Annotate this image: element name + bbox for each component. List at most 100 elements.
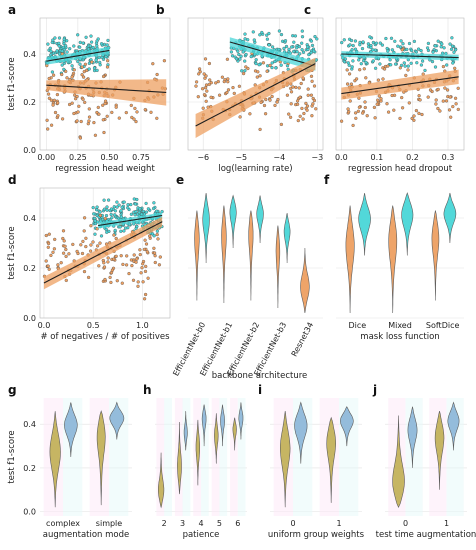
data-point — [398, 66, 402, 70]
data-point — [55, 49, 59, 53]
data-point — [304, 101, 308, 106]
panel-d: 0.0 0.2 0.4 test f1-score 0.0 0.5 1.0 # of nega… — [7, 173, 171, 342]
violin — [64, 402, 78, 458]
data-point — [407, 101, 411, 105]
x-tick-label: Mixed — [388, 321, 412, 330]
data-point — [441, 64, 446, 69]
data-point — [155, 229, 160, 233]
data-point — [268, 98, 272, 102]
panel-label: b — [156, 3, 165, 17]
data-point — [98, 213, 103, 218]
data-point — [444, 99, 449, 103]
data-point — [78, 40, 82, 45]
data-point — [53, 110, 58, 115]
data-point — [436, 87, 440, 92]
category-band — [164, 398, 172, 516]
data-point — [140, 266, 144, 270]
data-point — [70, 64, 74, 68]
data-point — [354, 116, 358, 120]
violin — [431, 210, 440, 301]
data-point — [62, 67, 66, 72]
fit-line — [98, 214, 163, 227]
data-point — [285, 93, 290, 97]
data-point — [103, 216, 107, 221]
data-point — [273, 103, 277, 108]
data-point — [129, 103, 133, 108]
data-point — [423, 68, 427, 73]
panel-label: i — [258, 383, 262, 397]
data-point — [196, 95, 200, 99]
data-point — [103, 101, 107, 106]
data-point — [438, 109, 442, 113]
data-point — [56, 263, 60, 267]
data-point — [279, 63, 283, 67]
data-point — [454, 102, 458, 106]
data-point — [78, 136, 83, 140]
data-point — [202, 72, 206, 76]
data-point — [52, 98, 57, 102]
data-point — [294, 85, 298, 90]
data-point — [120, 281, 124, 285]
plot-frame — [187, 17, 324, 151]
data-point — [47, 232, 51, 236]
data-point — [65, 50, 69, 54]
data-point — [448, 42, 452, 46]
data-point — [89, 243, 93, 247]
violin — [275, 225, 281, 308]
data-point — [138, 248, 142, 252]
data-point — [309, 93, 314, 97]
data-point — [76, 59, 80, 64]
data-point — [119, 229, 123, 233]
data-point — [134, 119, 138, 124]
data-point — [265, 37, 270, 41]
x-axis-label: test time augmentation — [376, 530, 476, 540]
data-point — [145, 250, 149, 254]
data-point — [96, 105, 100, 110]
data-point — [57, 36, 62, 40]
data-point — [415, 61, 419, 65]
x-tick-label: 0.3 — [442, 153, 455, 162]
data-point — [295, 102, 300, 106]
data-point — [86, 122, 90, 126]
x-tick-label: −5 — [235, 153, 247, 162]
data-point — [443, 86, 447, 90]
data-point — [65, 39, 69, 43]
violin — [248, 210, 254, 301]
data-point — [297, 44, 302, 49]
violin — [238, 402, 244, 440]
data-point — [420, 112, 424, 117]
data-point — [72, 44, 76, 48]
data-point — [87, 115, 92, 119]
data-point — [138, 252, 142, 257]
data-point — [349, 38, 354, 43]
data-point — [295, 46, 299, 50]
data-point — [400, 106, 405, 110]
data-point — [143, 238, 147, 242]
x-tick-label: 1.0 — [136, 321, 149, 330]
data-point — [254, 58, 258, 62]
data-point — [350, 65, 354, 69]
panel-label: a — [8, 3, 16, 17]
data-point — [57, 44, 61, 48]
data-point — [106, 38, 110, 43]
data-point — [357, 105, 362, 109]
data-point — [95, 227, 99, 231]
data-point — [102, 207, 107, 211]
data-point — [209, 95, 213, 99]
category-band — [201, 398, 209, 516]
data-point — [44, 259, 48, 263]
data-point — [92, 120, 96, 125]
fit-line — [229, 41, 316, 67]
data-point — [356, 109, 361, 113]
data-point — [144, 264, 148, 269]
data-point — [114, 254, 118, 258]
data-point — [105, 230, 109, 234]
data-point — [300, 41, 304, 45]
data-point — [77, 104, 81, 108]
data-point — [51, 38, 55, 42]
data-point — [376, 98, 380, 102]
data-point — [249, 54, 253, 59]
data-point — [91, 240, 95, 244]
data-point — [441, 99, 445, 103]
data-point — [132, 253, 136, 257]
